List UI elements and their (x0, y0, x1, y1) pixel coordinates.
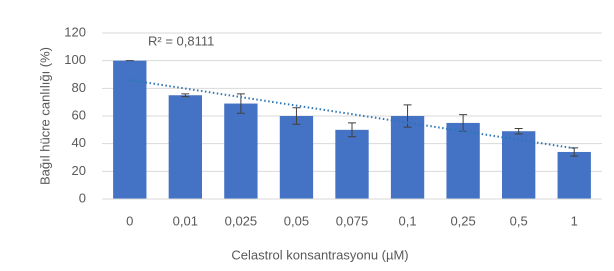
x-tick-label: 0 (126, 213, 133, 228)
x-axis-title: Celastrol konsantrasyonu (µM) (231, 247, 408, 262)
x-tick-label: 0,075 (336, 213, 369, 228)
trendline (129, 79, 575, 150)
bar (113, 60, 147, 199)
bar (557, 151, 591, 199)
y-tick-label: 60 (72, 107, 86, 122)
error-bar (514, 127, 523, 135)
x-tick-label: 0,5 (510, 213, 528, 228)
bar (168, 95, 202, 199)
x-tick-label: 0,1 (399, 213, 417, 228)
y-tick-label: 120 (64, 24, 86, 39)
bar (390, 116, 425, 199)
x-tick-label: 0,25 (450, 213, 475, 228)
y-tick-label: 80 (72, 80, 86, 95)
annotation: R² = 0,8111 (148, 33, 214, 48)
bar (446, 122, 480, 199)
bar (335, 129, 369, 199)
error-bar (570, 147, 579, 157)
error-bar (348, 122, 356, 138)
y-tick-label: 20 (72, 163, 86, 178)
bar (502, 131, 536, 199)
bar (224, 103, 258, 199)
error-bar (181, 93, 190, 98)
bar (279, 116, 314, 199)
error-bar (292, 107, 301, 125)
y-axis-title: Bağıl hücre canlılığı (%) (37, 47, 52, 185)
x-tick-label: 0,01 (173, 213, 198, 228)
x-tick-label: 0,05 (284, 213, 309, 228)
x-tick-label: 0,025 (225, 213, 258, 228)
y-tick-label: 40 (72, 135, 86, 150)
y-tick-label: 0 (79, 190, 86, 205)
y-tick-label: 100 (64, 52, 86, 67)
x-tick-label: 1 (571, 213, 578, 228)
